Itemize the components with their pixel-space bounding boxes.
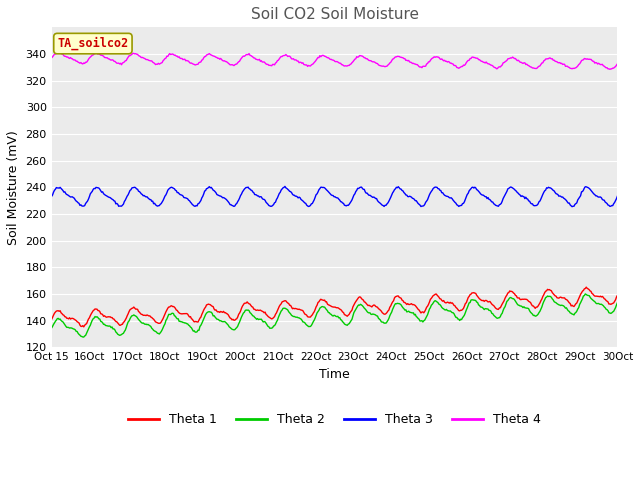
Theta 4 bbox=[614, 61, 621, 67]
Theta 2 bbox=[582, 291, 589, 297]
Theta 2 bbox=[426, 305, 434, 311]
Theta 2 bbox=[614, 300, 621, 306]
Theta 3 bbox=[148, 198, 156, 204]
Theta 3 bbox=[568, 204, 576, 210]
Theta 3 bbox=[426, 190, 434, 196]
Theta 4 bbox=[426, 58, 434, 63]
Line: Theta 4: Theta 4 bbox=[52, 52, 618, 69]
Legend: Theta 1, Theta 2, Theta 3, Theta 4: Theta 1, Theta 2, Theta 3, Theta 4 bbox=[123, 408, 546, 431]
Theta 2 bbox=[194, 327, 202, 333]
Theta 1 bbox=[426, 297, 434, 302]
Theta 4 bbox=[48, 55, 56, 60]
Theta 4 bbox=[305, 62, 312, 68]
Theta 2 bbox=[80, 334, 88, 340]
Theta 1 bbox=[194, 319, 202, 325]
Theta 2 bbox=[475, 302, 483, 308]
Theta 4 bbox=[194, 61, 202, 67]
Theta 1 bbox=[305, 314, 312, 320]
Theta 3 bbox=[475, 188, 483, 194]
Theta 3 bbox=[305, 204, 312, 209]
Theta 3 bbox=[193, 203, 201, 209]
Theta 4 bbox=[475, 57, 483, 62]
Theta 3 bbox=[48, 193, 56, 199]
Theta 1 bbox=[475, 295, 483, 300]
Theta 4 bbox=[149, 59, 157, 65]
Theta 3 bbox=[281, 183, 289, 189]
Theta 2 bbox=[382, 320, 390, 326]
Theta 4 bbox=[606, 66, 614, 72]
Theta 2 bbox=[48, 325, 56, 331]
Theta 1 bbox=[80, 324, 88, 330]
Theta 3 bbox=[614, 193, 621, 199]
Line: Theta 3: Theta 3 bbox=[52, 186, 618, 207]
Theta 2 bbox=[305, 324, 312, 329]
Line: Theta 1: Theta 1 bbox=[52, 287, 618, 327]
Theta 1 bbox=[149, 316, 157, 322]
Text: TA_soilco2: TA_soilco2 bbox=[57, 37, 129, 50]
Theta 2 bbox=[149, 326, 157, 332]
Theta 3 bbox=[382, 203, 390, 208]
Title: Soil CO2 Soil Moisture: Soil CO2 Soil Moisture bbox=[250, 7, 419, 22]
Theta 4 bbox=[382, 63, 390, 69]
Theta 1 bbox=[614, 292, 621, 298]
Theta 1 bbox=[582, 284, 590, 290]
Line: Theta 2: Theta 2 bbox=[52, 294, 618, 337]
Theta 4 bbox=[53, 49, 61, 55]
X-axis label: Time: Time bbox=[319, 368, 350, 381]
Theta 1 bbox=[48, 316, 56, 322]
Theta 1 bbox=[382, 311, 390, 316]
Y-axis label: Soil Moisture (mV): Soil Moisture (mV) bbox=[7, 130, 20, 245]
